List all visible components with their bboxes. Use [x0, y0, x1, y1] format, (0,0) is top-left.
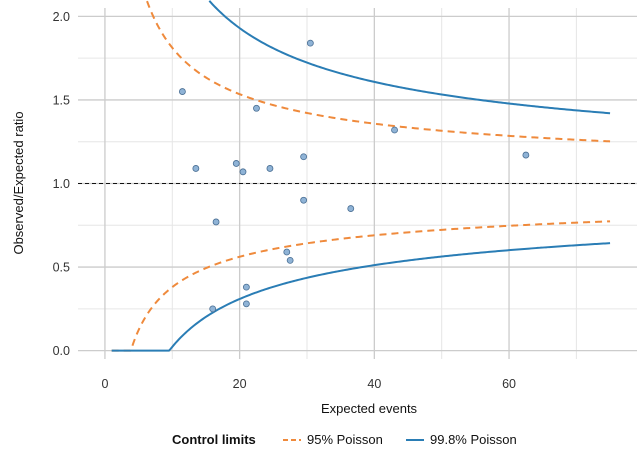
y-axis-title: Observed/Expected ratio	[11, 111, 26, 254]
data-point-10	[283, 248, 291, 256]
y-tick-label-4: 2.0	[53, 10, 70, 24]
y-tick-label-1: 0.5	[53, 261, 70, 275]
data-point-7	[242, 283, 250, 291]
data-point-12	[300, 153, 308, 161]
x-axis-title: Expected events	[321, 401, 418, 416]
data-point-11	[286, 256, 294, 264]
data-point-3	[212, 218, 220, 226]
limit-upper-95-poisson	[146, 0, 611, 143]
legend-title: Control limits	[172, 432, 256, 447]
data-point-4	[232, 160, 240, 167]
grid	[78, 8, 637, 359]
legend: Control limits 95% Poisson 99.8% Poisson	[172, 432, 517, 447]
data-point-5	[239, 168, 247, 176]
x-tick-label-2: 40	[367, 377, 381, 391]
x-tick-labels: 0 20 40 60	[101, 377, 516, 391]
limit-upper-99-8-poisson	[208, 0, 611, 115]
data-point-0	[178, 88, 186, 95]
x-tick-label-1: 20	[233, 377, 247, 391]
y-tick-labels: 0.0 0.5 1.0 1.5 2.0	[53, 10, 70, 358]
data-point-1	[192, 165, 200, 172]
y-tick-label-2: 1.0	[53, 177, 70, 191]
x-tick-label-0: 0	[101, 377, 108, 391]
data-point-6	[242, 300, 250, 308]
limit-lower-99-8-poisson	[111, 242, 611, 352]
y-tick-label-0: 0.0	[53, 344, 70, 358]
data-point-15	[347, 205, 355, 212]
control-limit-lines	[111, 0, 611, 352]
legend-label-99-8-poisson: 99.8% Poisson	[430, 432, 517, 447]
limit-lower-95-poisson	[111, 220, 611, 352]
data-point-8	[253, 104, 260, 112]
legend-label-95-poisson: 95% Poisson	[307, 432, 383, 447]
data-points	[178, 39, 530, 313]
data-point-16	[391, 126, 398, 134]
y-tick-label-3: 1.5	[53, 93, 70, 107]
data-point-2	[209, 305, 217, 313]
data-point-17	[522, 151, 530, 159]
data-point-13	[300, 196, 308, 204]
data-point-9	[266, 165, 274, 172]
data-point-14	[306, 39, 314, 47]
x-tick-label-3: 60	[502, 377, 516, 391]
